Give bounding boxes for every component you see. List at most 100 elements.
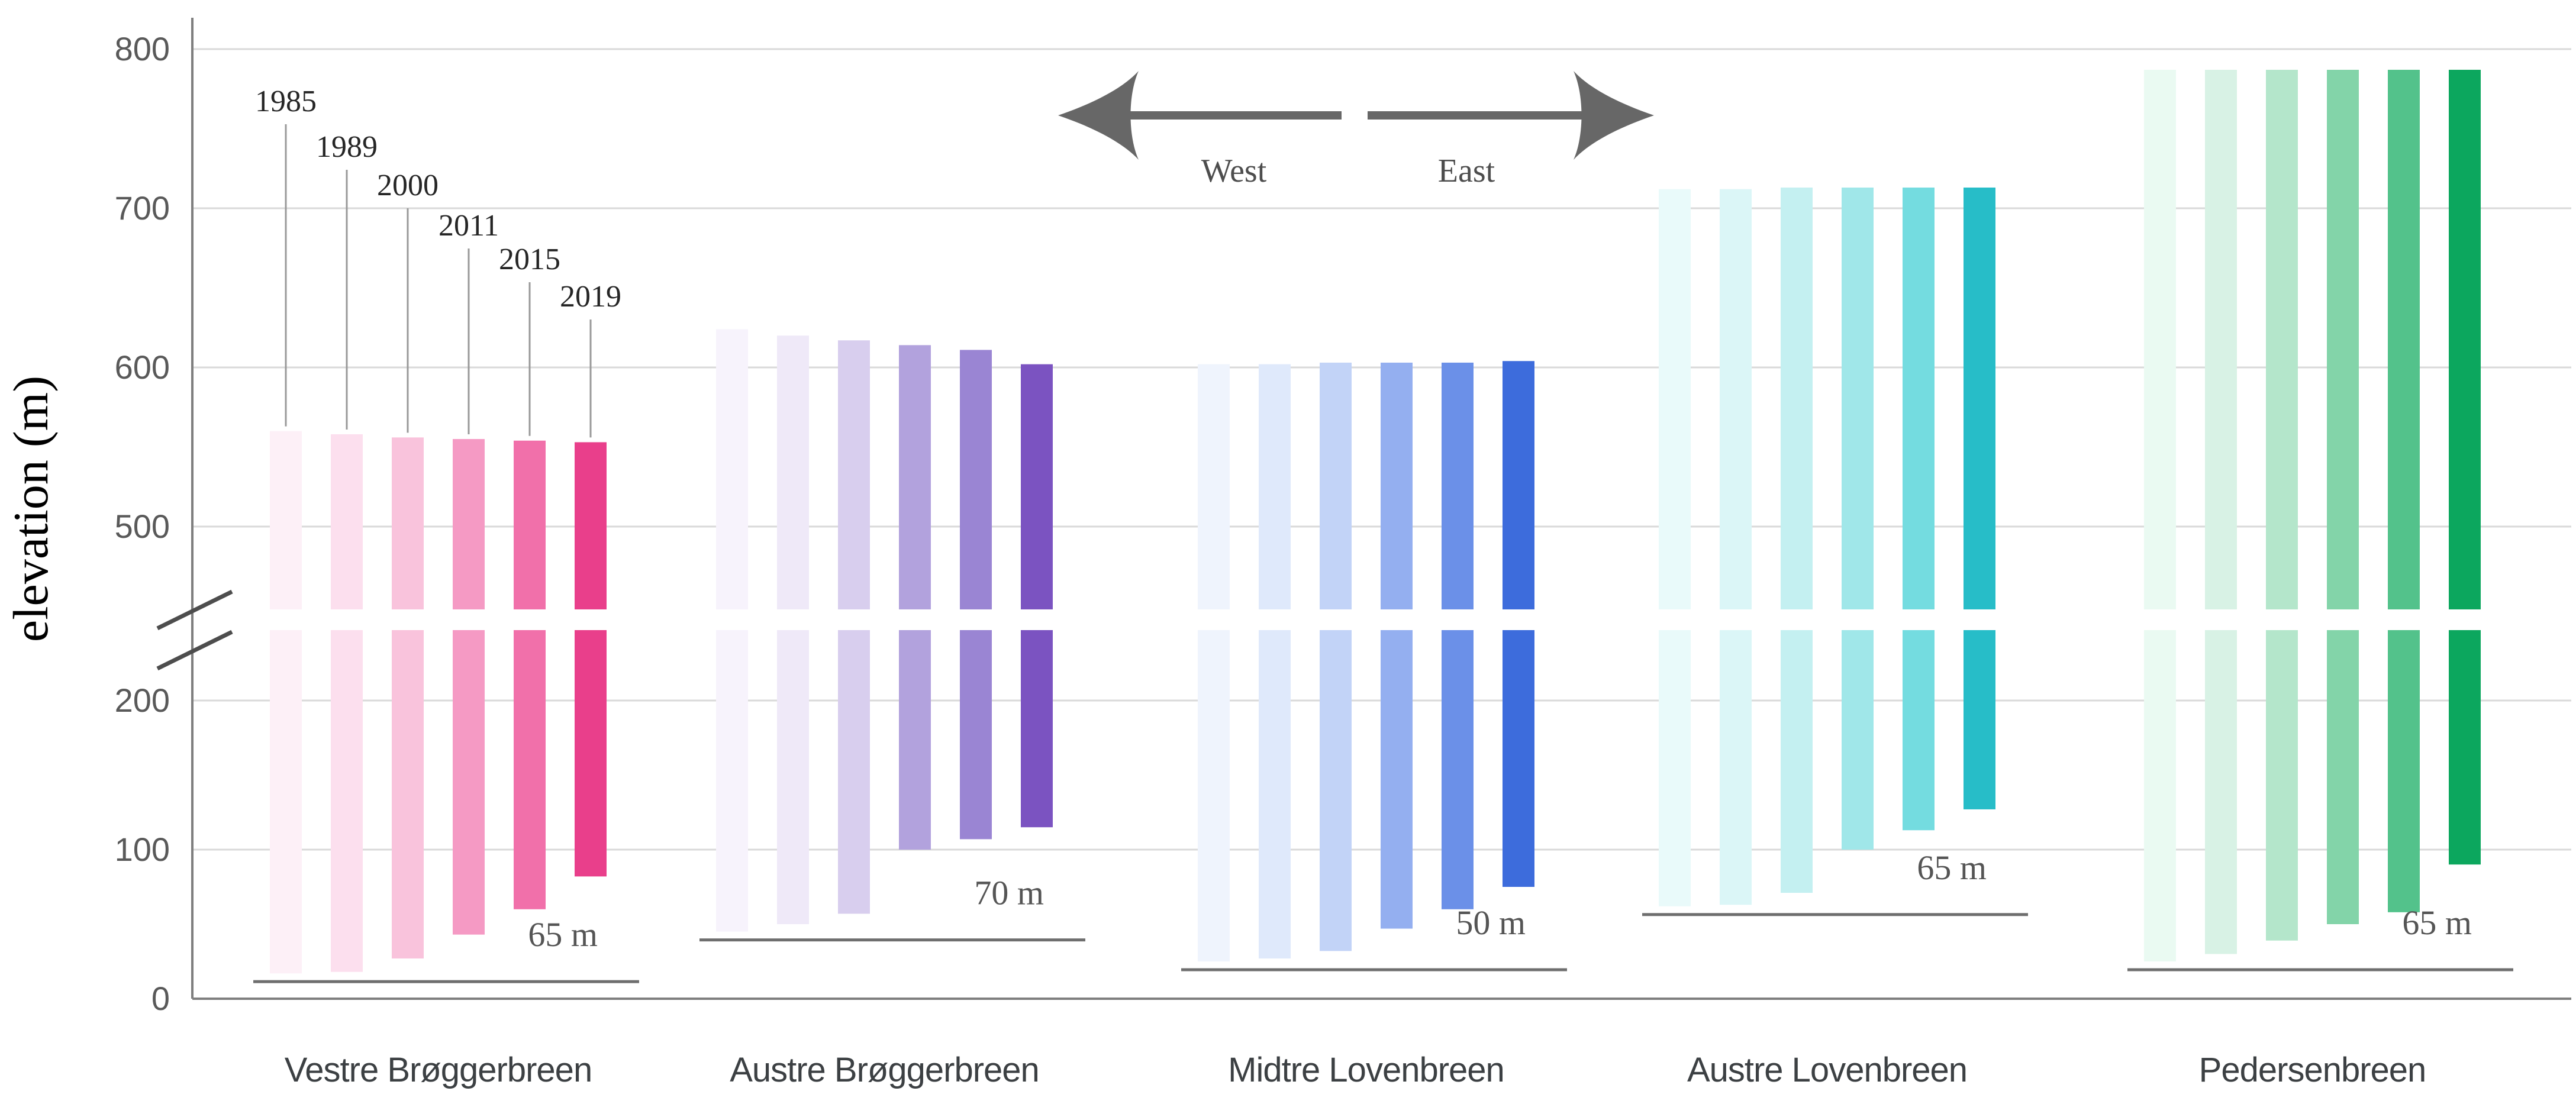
glacier-name-label: Austre Brøggerbreen	[730, 1051, 1039, 1089]
bar-upper-2011	[2327, 69, 2359, 610]
west-arrow-icon	[1058, 71, 1342, 160]
bar-upper-2015	[2388, 69, 2420, 610]
bar-lower-1989	[331, 630, 363, 972]
bar-upper-2015	[1442, 362, 1474, 609]
bar-upper-1985	[270, 431, 302, 609]
year-label-2015: 2015	[499, 243, 560, 276]
terminus-rise-label: 65 m	[528, 915, 598, 954]
glacier-group-3	[1198, 361, 1534, 961]
elevation-range-bars	[270, 69, 2481, 974]
bar-upper-2015	[514, 440, 546, 609]
year-label-2000: 2000	[377, 169, 439, 202]
bar-lower-2019	[575, 630, 607, 877]
bar-upper-1989	[2205, 69, 2237, 610]
terminus-rise-label: 65 m	[2402, 903, 2472, 942]
bar-lower-2000	[1781, 630, 1813, 893]
bar-upper-2000	[2266, 69, 2298, 610]
east-label: East	[1438, 153, 1495, 189]
bar-upper-2011	[1842, 188, 1874, 609]
bar-lower-1985	[716, 630, 748, 932]
bar-lower-2019	[1964, 630, 1995, 809]
bar-lower-2000	[2266, 630, 2298, 941]
bar-upper-2019	[1503, 361, 1534, 609]
bar-lower-2000	[1320, 630, 1352, 951]
bar-upper-1985	[2144, 69, 2176, 610]
bar-upper-1989	[331, 434, 363, 609]
bar-lower-2011	[899, 630, 931, 850]
terminus-baselines: 65 m 70 m 50 m 65 m 65 m	[253, 848, 2513, 983]
bar-upper-2000	[838, 340, 870, 609]
glacier-name-label: Austre Lovenbreen	[1687, 1051, 1967, 1089]
bar-upper-2011	[899, 345, 931, 609]
glacier-name-label: Midtre Lovenbreen	[1228, 1051, 1504, 1089]
bar-upper-2011	[1381, 362, 1413, 609]
y-axis-title: elevation (m)	[4, 376, 59, 642]
bar-lower-2015	[960, 630, 992, 840]
bar-lower-1985	[270, 630, 302, 974]
bar-lower-1989	[777, 630, 809, 924]
west-label: West	[1201, 153, 1267, 189]
y-tick-0: 0	[151, 980, 170, 1017]
bar-upper-1985	[716, 329, 748, 609]
y-tick-800: 800	[115, 30, 170, 67]
glacier-group-2	[716, 329, 1053, 932]
year-label-2019: 2019	[560, 280, 621, 314]
glacier-group-5	[2144, 69, 2481, 961]
bar-lower-1985	[2144, 630, 2176, 961]
bar-upper-1989	[1259, 364, 1291, 609]
y-axis-tick-labels: 800 700 600 500 200 100 0	[115, 30, 170, 1017]
y-tick-200: 200	[115, 682, 170, 719]
bar-lower-2000	[392, 630, 424, 958]
bar-upper-2019	[1021, 364, 1053, 609]
bar-lower-1989	[2205, 630, 2237, 954]
terminus-rise-label: 65 m	[1917, 848, 1987, 887]
glacier-group-1	[270, 431, 607, 974]
bar-lower-2015	[1442, 630, 1474, 909]
bar-lower-2011	[1381, 630, 1413, 929]
bar-lower-2019	[1021, 630, 1053, 828]
glacier-group-4	[1659, 188, 1995, 906]
bar-upper-2011	[453, 439, 485, 609]
year-label-2011: 2011	[439, 209, 499, 243]
bar-lower-2015	[514, 630, 546, 909]
bar-upper-2000	[1320, 362, 1352, 609]
bar-upper-1985	[1198, 364, 1230, 609]
bar-upper-1989	[777, 335, 809, 609]
bar-lower-1985	[1659, 630, 1691, 906]
bar-upper-1985	[1659, 189, 1691, 610]
bar-upper-2015	[1903, 188, 1935, 609]
terminus-rise-label: 70 m	[974, 874, 1044, 912]
bar-lower-2019	[1503, 630, 1534, 887]
bar-lower-2011	[1842, 630, 1874, 850]
axis-break-icon	[156, 589, 233, 671]
glacier-name-label: Vestre Brøggerbreen	[285, 1051, 592, 1089]
bar-lower-1989	[1720, 630, 1752, 905]
bar-upper-2000	[392, 437, 424, 609]
y-tick-700: 700	[115, 189, 170, 227]
bar-upper-2000	[1781, 188, 1813, 609]
bar-lower-2000	[838, 630, 870, 914]
bar-lower-1989	[1259, 630, 1291, 958]
bar-lower-1985	[1198, 630, 1230, 961]
bar-lower-2015	[1903, 630, 1935, 831]
bar-lower-2011	[2327, 630, 2359, 924]
east-arrow-icon	[1368, 71, 1654, 160]
bar-upper-1989	[1720, 189, 1752, 610]
bar-lower-2015	[2388, 630, 2420, 912]
year-label-1989: 1989	[316, 130, 378, 164]
bar-lower-2011	[453, 630, 485, 935]
bar-upper-2019	[1964, 188, 1995, 609]
bar-upper-2019	[575, 442, 607, 609]
bar-lower-2019	[2449, 630, 2481, 865]
glacier-name-label: Pedersenbreen	[2199, 1051, 2426, 1089]
bar-upper-2019	[2449, 69, 2481, 610]
year-label-1985: 1985	[255, 85, 317, 118]
y-tick-500: 500	[115, 508, 170, 545]
bar-upper-2015	[960, 350, 992, 609]
glacier-name-labels: Vestre Brøggerbreen Austre Brøggerbreen Mi…	[285, 1051, 2427, 1089]
terminus-rise-label: 50 m	[1456, 903, 1526, 942]
y-tick-100: 100	[115, 831, 170, 868]
